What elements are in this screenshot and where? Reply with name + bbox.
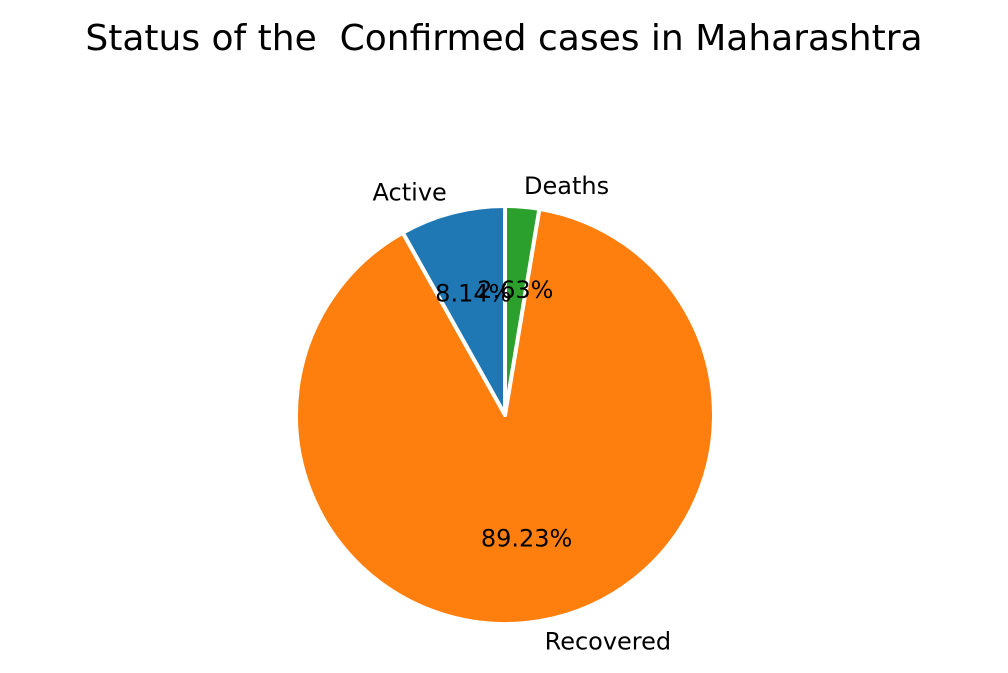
slice-label-recovered: Recovered (545, 628, 672, 656)
slice-label-deaths: Deaths (524, 172, 609, 200)
pie-slice-deaths (503, 204, 542, 417)
pct-label-deaths: 2.63% (477, 276, 553, 304)
pct-label-active: 8.14% (435, 280, 511, 308)
pie-slice-active (400, 204, 507, 417)
pct-label-recovered: 89.23% (481, 525, 573, 553)
pie-slices (294, 204, 716, 627)
pie-labels: Active 8.14% Recovered 89.23% Deaths 2.63% (373, 172, 672, 656)
chart-title: Status of the Confirmed cases in Maharas… (85, 18, 922, 59)
slice-label-active: Active (373, 179, 447, 207)
